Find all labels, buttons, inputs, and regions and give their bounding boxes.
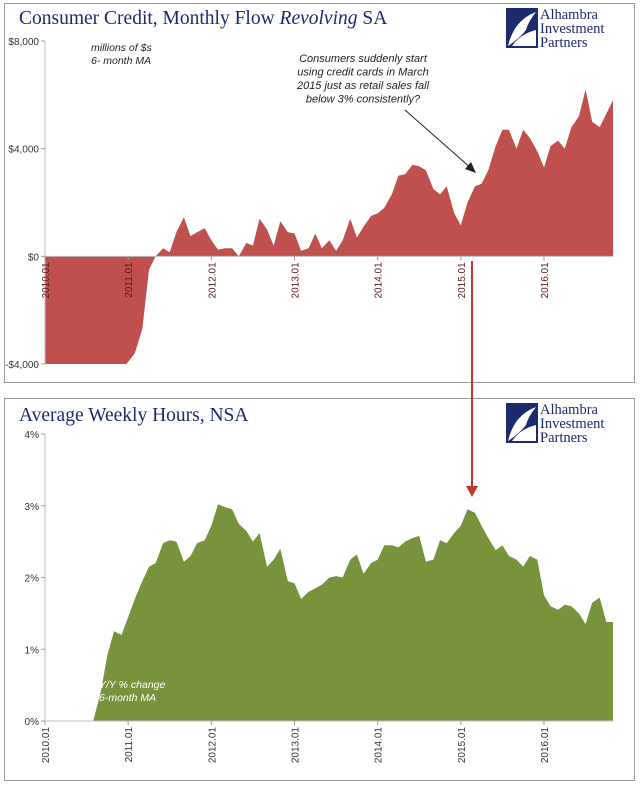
x-tick-label: 2014.01 bbox=[374, 727, 385, 764]
x-tick-label: 2014.01 bbox=[374, 262, 385, 299]
x-tick-label: 2010.01 bbox=[41, 727, 52, 764]
x-tick-label: 2012.01 bbox=[207, 262, 218, 299]
hours-chart-plot: 0% 1% 2% 3% 4% 2010.01 2011.01 2012.01 2013.01 20… bbox=[25, 430, 613, 764]
x-tick-label: 2013.01 bbox=[290, 262, 301, 299]
x-tick-label: 2011.01 bbox=[124, 262, 135, 298]
y-tick-label: 3% bbox=[25, 502, 40, 513]
logo-emblem-icon bbox=[506, 8, 538, 48]
chart-note-line2: 6- month MA bbox=[91, 55, 151, 67]
x-tick-label: 2015.01 bbox=[457, 262, 468, 299]
annotation-pointer-line bbox=[404, 109, 473, 170]
x-tick-label: 2010.01 bbox=[41, 262, 52, 299]
title-part1: Consumer Credit, Monthly Flow bbox=[19, 8, 280, 29]
x-tick-label: 2013.01 bbox=[290, 727, 301, 764]
logo-line1: Alhambra bbox=[540, 7, 598, 23]
annotation-line: below 3% consistently? bbox=[306, 94, 421, 106]
credit-chart-title: Consumer Credit, Monthly Flow Revolving … bbox=[19, 8, 387, 30]
logo-text: Alhambra Investment Partners bbox=[540, 402, 605, 446]
series-area bbox=[45, 504, 613, 721]
x-tick-label: 2015.01 bbox=[457, 727, 468, 764]
title-italic: Revolving bbox=[279, 8, 358, 29]
logo-line1: Alhambra bbox=[540, 402, 598, 418]
annotation-line: Consumers suddenly start bbox=[299, 53, 428, 65]
logo-line2: Investment bbox=[540, 416, 605, 432]
x-tick-label: 2016.01 bbox=[540, 262, 551, 299]
y-tick-label: 2% bbox=[25, 574, 40, 585]
logo-line3: Partners bbox=[540, 35, 588, 51]
logo-text: Alhambra Investment Partners bbox=[540, 7, 605, 51]
hours-chart-title: Average Weekly Hours, NSA bbox=[19, 405, 249, 426]
chart-note-line1: millions of $s bbox=[91, 42, 152, 54]
chart-note-line1: Y/Y % change bbox=[99, 679, 166, 691]
x-tick-label: 2011.01 bbox=[124, 727, 135, 763]
x-tick-label: 2016.01 bbox=[540, 727, 551, 764]
y-tick-label: 1% bbox=[25, 645, 40, 656]
y-tick-label: -$4,000 bbox=[5, 360, 39, 371]
credit-chart-plot: -$4,000 $0 $4,000 $8,000 2010.01 2011.01 2012.… bbox=[5, 37, 613, 371]
credit-chart-panel: Consumer Credit, Monthly Flow Revolving … bbox=[4, 3, 635, 383]
hours-chart-panel: Average Weekly Hours, NSA Alhambra Inves… bbox=[4, 398, 635, 781]
y-tick-label: 0% bbox=[25, 717, 40, 728]
annotation-line: using credit cards in March bbox=[297, 67, 428, 79]
y-tick-label: $4,000 bbox=[8, 145, 39, 156]
annotation-pointer-head bbox=[465, 162, 476, 173]
annotation-line: 2015 just as retail sales fall bbox=[296, 80, 430, 92]
y-tick-label: 4% bbox=[25, 430, 40, 441]
series-area bbox=[45, 89, 613, 365]
title-part2: SA bbox=[357, 8, 388, 29]
x-tick-label: 2012.01 bbox=[207, 727, 218, 764]
alhambra-logo: Alhambra Investment Partners bbox=[506, 403, 624, 445]
y-tick-label: $0 bbox=[28, 252, 40, 263]
y-tick-label: $8,000 bbox=[8, 37, 39, 48]
logo-line2: Investment bbox=[540, 21, 605, 37]
alhambra-logo: Alhambra Investment Partners bbox=[506, 8, 624, 50]
chart-note-line2: 6-month MA bbox=[99, 692, 156, 704]
logo-emblem-icon bbox=[506, 403, 538, 443]
logo-line3: Partners bbox=[540, 430, 588, 446]
